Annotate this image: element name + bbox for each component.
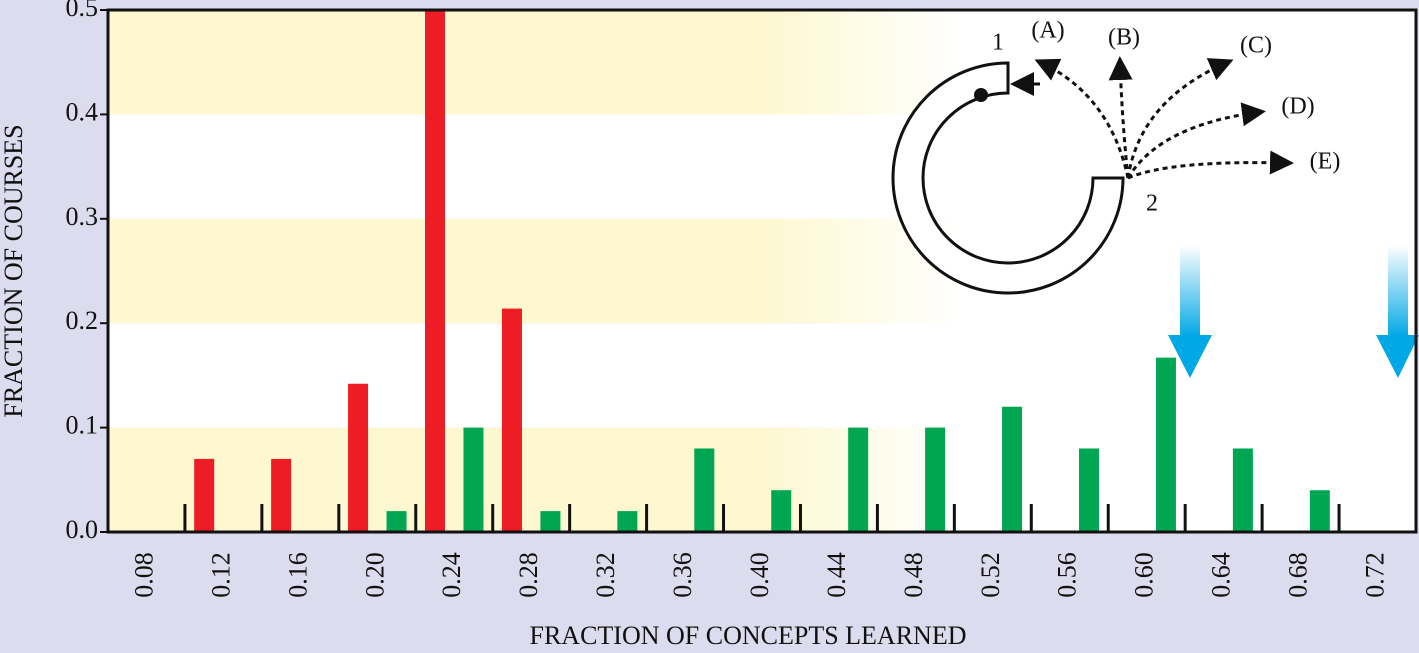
x-tick-label: 0.72 [1360,552,1389,598]
bar [271,458,292,532]
marks [183,10,1341,532]
y-tick-label: 0.2 [66,306,99,335]
bar [617,511,638,532]
path-c [1126,58,1234,179]
ring-diagram [891,56,1294,295]
x-tick-label: 0.32 [591,552,620,598]
bar [1155,357,1176,532]
paths [1034,56,1294,180]
annotation: (D) [1281,94,1314,120]
x-tick-label: 0.08 [129,552,158,598]
x-tick-label: 0.68 [1284,552,1313,598]
path-a [1034,58,1130,179]
bar [194,458,215,532]
bar [386,511,407,532]
path-d [1126,102,1266,179]
x-tick-label: 0.52 [976,552,1005,598]
annotation: 1 [992,30,1004,56]
bar [1232,448,1253,532]
x-tick-label: 0.20 [360,552,389,598]
bar [501,308,522,532]
dot [974,88,988,102]
bar [848,427,869,532]
annotation: 2 [1146,191,1158,217]
x-tick-label: 0.56 [1053,552,1082,598]
y-tick-label: 0.0 [66,515,99,544]
bar [771,490,792,532]
bar [425,10,445,532]
x-tick-label: 0.16 [283,552,312,598]
arrow-head [1376,335,1419,378]
bar [1309,490,1330,532]
y-tick-label: 0.5 [66,0,99,22]
annotation: (B) [1108,25,1140,51]
x-tick-label: 0.48 [899,552,928,598]
ring [891,61,1125,295]
bar [1079,448,1099,532]
arrow-shaft [1180,245,1200,337]
blue-arrows [1168,245,1419,378]
bar [694,448,715,532]
bar [1002,406,1023,532]
y-tick-label: 0.3 [66,202,99,231]
y-tick-label: 0.1 [66,411,99,440]
plot-frame [106,8,1418,534]
arrow-shaft [1388,245,1408,337]
arrow-head [1168,335,1212,378]
bar [925,427,946,532]
path-b [1108,56,1133,179]
annotation: (E) [1310,149,1341,175]
annotation: (C) [1240,33,1272,59]
y-tick-label: 0.4 [66,97,99,126]
x-tick-label: 0.64 [1207,552,1236,598]
annotation: (A) [1031,18,1064,44]
bar [348,383,369,532]
x-tick-label: 0.36 [668,552,697,598]
x-tick-label: 0.60 [1130,552,1159,598]
x-tick-label: 0.28 [514,552,543,598]
bar [463,427,484,532]
x-tick-label: 0.40 [745,552,774,598]
x-tick-label: 0.44 [822,552,851,598]
path-e [1127,150,1294,180]
x-tick-label: 0.24 [437,552,466,598]
x-tick-label: 0.12 [206,552,235,598]
bar [540,511,561,532]
x-axis-label: FRACTION OF CONCEPTS LEARNED [530,621,967,650]
y-axis-label: FRACTION OF COURSES [0,124,28,417]
